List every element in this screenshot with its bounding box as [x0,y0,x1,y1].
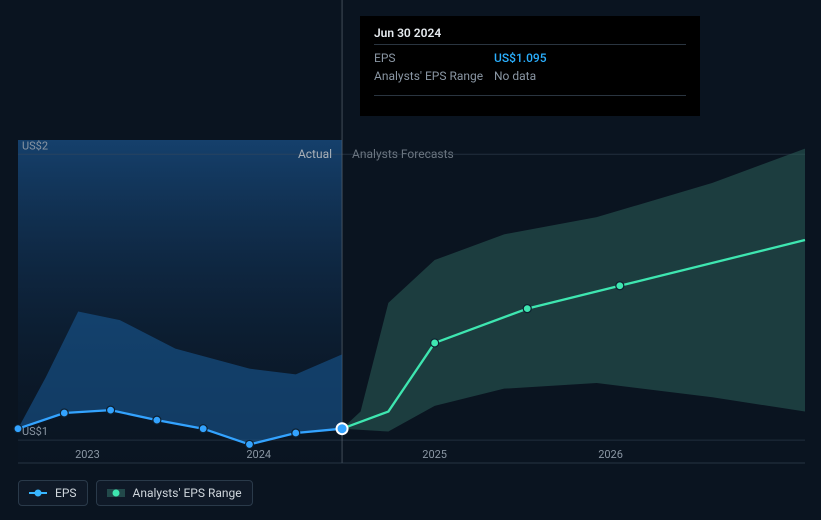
legend-swatch-icon [29,488,47,498]
tooltip-value: No data [494,69,536,83]
chart-legend: EPS Analysts' EPS Range [18,480,253,506]
tooltip-row-eps: EPS US$1.095 [374,49,686,67]
svg-text:2024: 2024 [246,448,271,461]
legend-label: Analysts' EPS Range [133,486,242,500]
svg-text:Analysts Forecasts: Analysts Forecasts [352,147,454,161]
tooltip-divider [374,95,686,96]
legend-swatch-icon [107,488,125,498]
tooltip-row-range: Analysts' EPS Range No data [374,67,686,85]
legend-label: EPS [55,486,77,500]
tooltip-divider [374,44,686,45]
eps-chart: US$1US$22023202420252026ActualAnalysts F… [0,0,821,520]
svg-text:2025: 2025 [422,448,447,461]
svg-text:2023: 2023 [75,448,100,461]
legend-item-range[interactable]: Analysts' EPS Range [96,480,253,506]
svg-text:US$2: US$2 [22,139,48,152]
legend-item-eps[interactable]: EPS [18,480,88,506]
tooltip-key: EPS [374,51,494,65]
tooltip-date: Jun 30 2024 [374,26,686,40]
tooltip-key: Analysts' EPS Range [374,69,494,83]
tooltip-value: US$1.095 [494,51,547,65]
svg-text:2026: 2026 [598,448,623,461]
chart-tooltip: Jun 30 2024 EPS US$1.095 Analysts' EPS R… [360,16,700,116]
svg-text:Actual: Actual [298,147,332,161]
